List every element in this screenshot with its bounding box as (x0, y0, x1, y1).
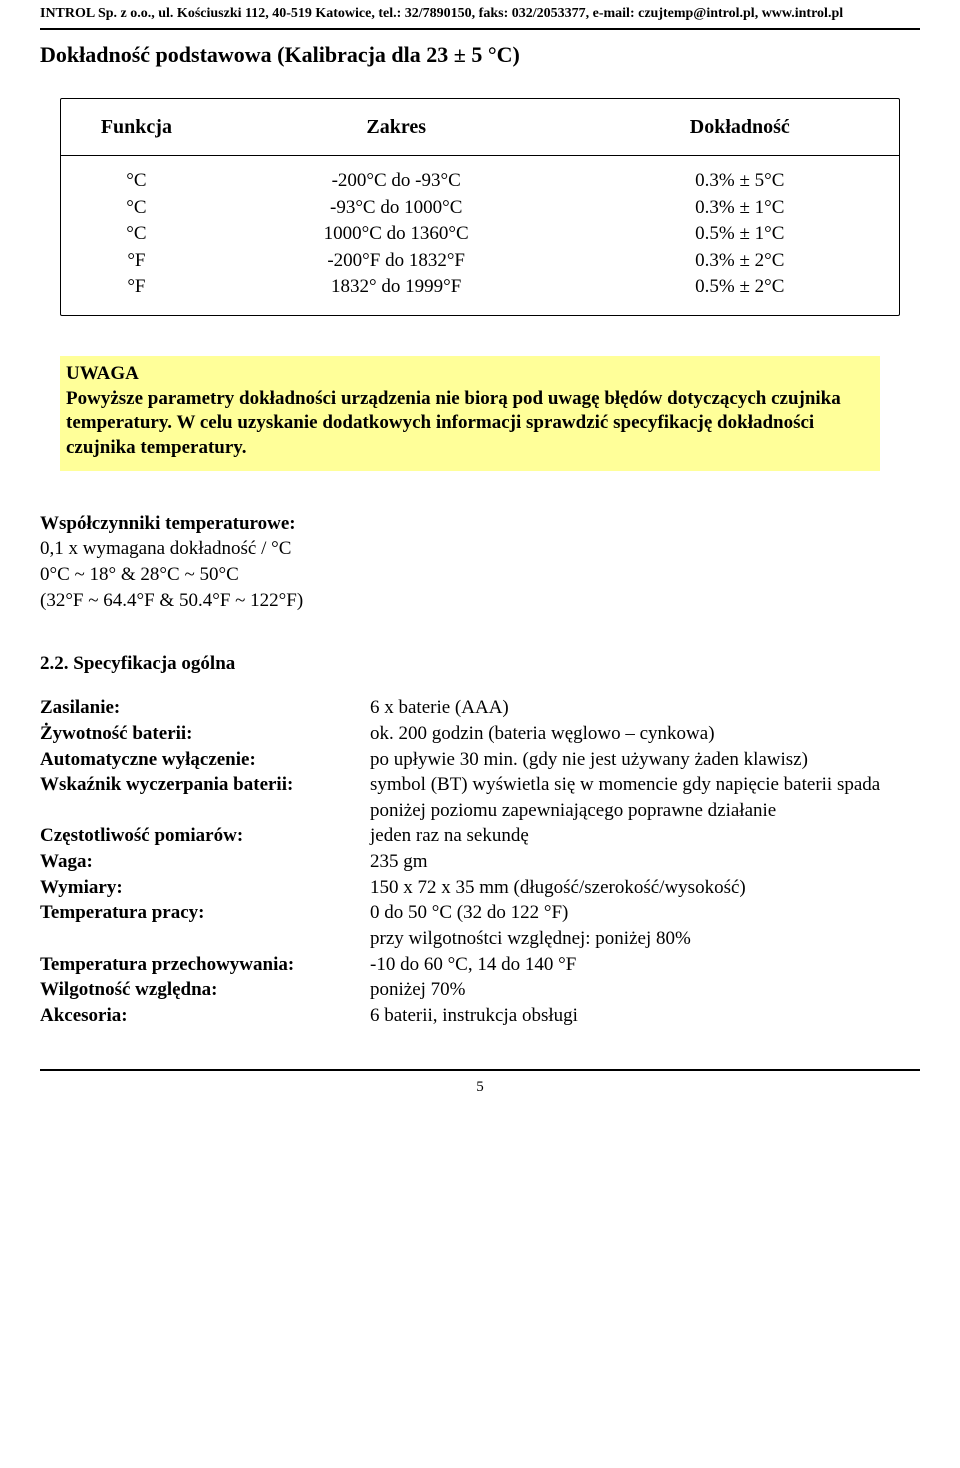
spec-label: Waga: (40, 849, 370, 875)
temperature-coefficients: Współczynniki temperaturowe: 0,1 x wymag… (40, 511, 920, 614)
spec-value: poniżej 70% (370, 977, 920, 1003)
warning-title: UWAGA (66, 362, 874, 387)
table-cell: 0.3% ± 2°C (581, 248, 899, 275)
spec-label: Wskaźnik wyczerpania baterii: (40, 772, 370, 798)
spec-row: Wskaźnik wyczerpania baterii: symbol (BT… (40, 772, 920, 823)
spec-row: Zasilanie: 6 x baterie (AAA) (40, 695, 920, 721)
table-cell: 1000°C do 1360°C (212, 221, 581, 248)
table-column-funkcja: °C °C °C °F °F (61, 168, 212, 301)
spec-row: Akcesoria: 6 baterii, instrukcja obsługi (40, 1003, 920, 1029)
table-cell: 1832° do 1999°F (212, 274, 581, 301)
spec-row: Waga: 235 gm (40, 849, 920, 875)
table-column-header: Zakres (212, 116, 581, 139)
spec-label: Temperatura pracy: (40, 900, 370, 926)
spec-row: Częstotliwość pomiarów: jeden raz na sek… (40, 823, 920, 849)
spec-label: Akcesoria: (40, 1003, 370, 1029)
spec-row: Żywotność baterii: ok. 200 godzin (bater… (40, 721, 920, 747)
coeff-line: 0°C ~ 18° & 28°C ~ 50°C (40, 562, 920, 588)
spec-value: 150 x 72 x 35 mm (długość/szerokość/wyso… (370, 875, 920, 901)
spec-value: symbol (BT) wyświetla się w momencie gdy… (370, 772, 920, 823)
spec-value: 6 baterii, instrukcja obsługi (370, 1003, 920, 1029)
table-cell: -200°F do 1832°F (212, 248, 581, 275)
spec-label: Częstotliwość pomiarów: (40, 823, 370, 849)
table-cell: °C (61, 168, 212, 195)
table-cell: 0.3% ± 1°C (581, 195, 899, 222)
table-cell: -93°C do 1000°C (212, 195, 581, 222)
table-cell: °F (61, 274, 212, 301)
coeff-title: Współczynniki temperaturowe: (40, 511, 920, 537)
spec-label: Automatyczne wyłączenie: (40, 747, 370, 773)
table-column-zakres: -200°C do -93°C -93°C do 1000°C 1000°C d… (212, 168, 581, 301)
coeff-line: (32°F ~ 64.4°F & 50.4°F ~ 122°F) (40, 588, 920, 614)
table-cell: 0.5% ± 2°C (581, 274, 899, 301)
spec-label: Żywotność baterii: (40, 721, 370, 747)
spec-value: ok. 200 godzin (bateria węglowo – cynkow… (370, 721, 920, 747)
table-cell: °C (61, 195, 212, 222)
table-column-dokladnosc: 0.3% ± 5°C 0.3% ± 1°C 0.5% ± 1°C 0.3% ± … (581, 168, 899, 301)
spec-value: 235 gm (370, 849, 920, 875)
spec-value: 0 do 50 °C (32 do 122 °F) przy wilgotnoś… (370, 900, 920, 951)
table-column-header: Funkcja (61, 116, 212, 139)
table-cell: 0.3% ± 5°C (581, 168, 899, 195)
table-cell: °F (61, 248, 212, 275)
document-header: INTROL Sp. z o.o., ul. Kościuszki 112, 4… (40, 0, 920, 30)
spec-row: Wilgotność względna: poniżej 70% (40, 977, 920, 1003)
section-title-accuracy: Dokładność podstawowa (Kalibracja dla 23… (40, 42, 920, 68)
spec-value: jeden raz na sekundę (370, 823, 920, 849)
coeff-line: 0,1 x wymagana dokładność / °C (40, 536, 920, 562)
spec-label: Wymiary: (40, 875, 370, 901)
spec-label: Temperatura przechowywania: (40, 952, 370, 978)
spec-row: Temperatura przechowywania: -10 do 60 °C… (40, 952, 920, 978)
table-cell: -200°C do -93°C (212, 168, 581, 195)
warning-body: Powyższe parametry dokładności urządzeni… (66, 387, 874, 461)
spec-value: -10 do 60 °C, 14 do 140 °F (370, 952, 920, 978)
spec-row: Wymiary: 150 x 72 x 35 mm (długość/szero… (40, 875, 920, 901)
table-column-header: Dokładność (581, 116, 899, 139)
page-number: 5 (40, 1069, 920, 1096)
spec-row: Automatyczne wyłączenie: po upływie 30 m… (40, 747, 920, 773)
general-spec-list: Zasilanie: 6 x baterie (AAA) Żywotność b… (40, 695, 920, 1028)
table-cell: °C (61, 221, 212, 248)
section-title-general-spec: 2.2. Specyfikacja ogólna (40, 653, 920, 675)
spec-label: Wilgotność względna: (40, 977, 370, 1003)
table-cell: 0.5% ± 1°C (581, 221, 899, 248)
spec-row: Temperatura pracy: 0 do 50 °C (32 do 122… (40, 900, 920, 951)
accuracy-table: Funkcja Zakres Dokładność °C °C °C °F °F… (60, 98, 900, 316)
spec-value: po upływie 30 min. (gdy nie jest używany… (370, 747, 920, 773)
warning-box: UWAGA Powyższe parametry dokładności urz… (60, 356, 880, 471)
spec-label: Zasilanie: (40, 695, 370, 721)
spec-value: 6 x baterie (AAA) (370, 695, 920, 721)
